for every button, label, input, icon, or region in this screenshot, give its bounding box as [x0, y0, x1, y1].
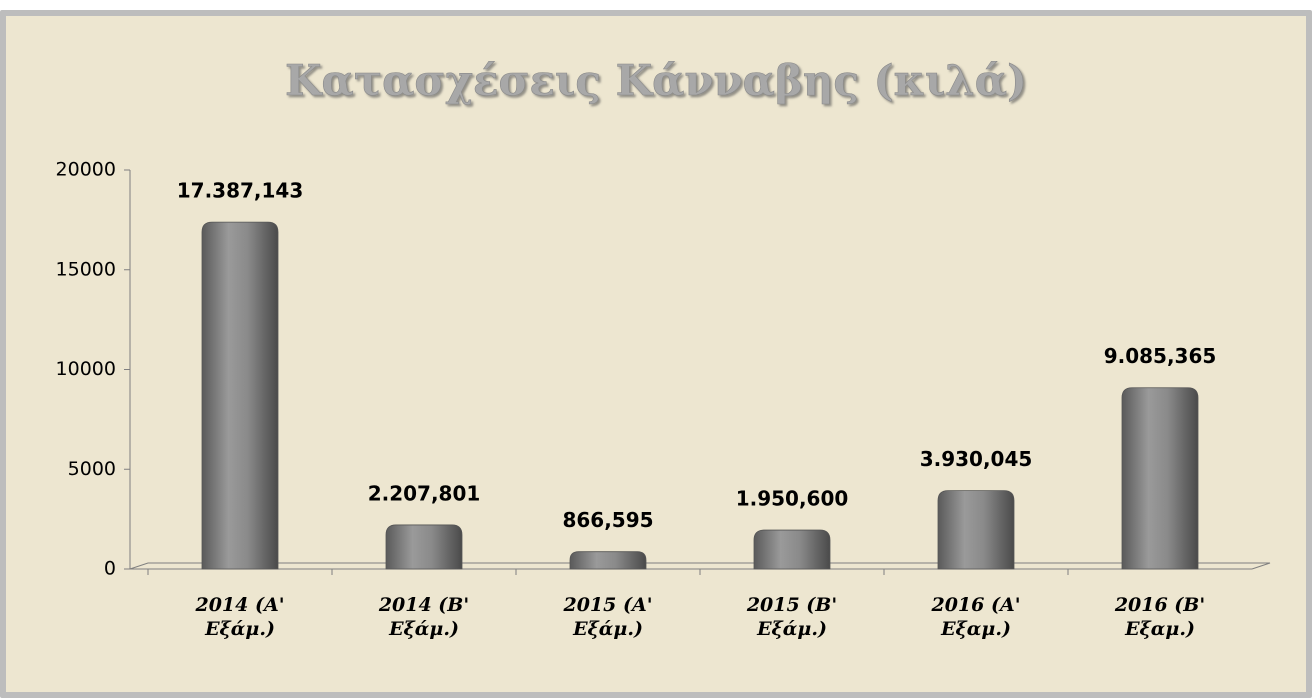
- value-label: 17.387,143: [177, 179, 304, 203]
- bar: [753, 529, 831, 570]
- chart-frame: Κατασχέσεις Κάνναβης (κιλά) 0 5000 10000 15…: [0, 10, 1312, 698]
- bar: [201, 221, 279, 570]
- value-label: 9.085,365: [1104, 344, 1217, 368]
- bar: [385, 524, 463, 570]
- value-label: 866,595: [562, 508, 653, 532]
- floor: [129, 562, 1271, 570]
- bar: [569, 551, 647, 570]
- x-tick-label: 2016 (Β' Εξαμ.): [1114, 594, 1206, 640]
- bar: [1121, 387, 1199, 570]
- x-tick-label: 2014 (Α' Εξάμ.): [195, 594, 285, 640]
- x-tick-label: 2015 (Α' Εξάμ.): [563, 594, 653, 640]
- y-tick-label: 5000: [68, 458, 116, 480]
- chart: Κατασχέσεις Κάνναβης (κιλά) 0 5000 10000 15…: [56, 56, 1271, 580]
- value-label: 1.950,600: [736, 487, 849, 511]
- value-label: 2.207,801: [368, 481, 481, 505]
- value-label: 3.930,045: [920, 447, 1033, 471]
- bar: [937, 490, 1015, 570]
- y-tick-label: 20000: [56, 159, 116, 181]
- y-tick-label: 15000: [56, 258, 116, 280]
- y-tick-label: 0: [104, 558, 116, 580]
- x-tick-label: 2014 (Β' Εξάμ.): [378, 594, 470, 640]
- chart-title: Κατασχέσεις Κάνναβης (κιλά): [285, 56, 1027, 105]
- x-tick-label: 2016 (Α' Εξαμ.): [931, 594, 1021, 640]
- y-tick-label: 10000: [56, 358, 116, 380]
- x-tick-label: 2015 (Β' Εξάμ.): [746, 594, 838, 640]
